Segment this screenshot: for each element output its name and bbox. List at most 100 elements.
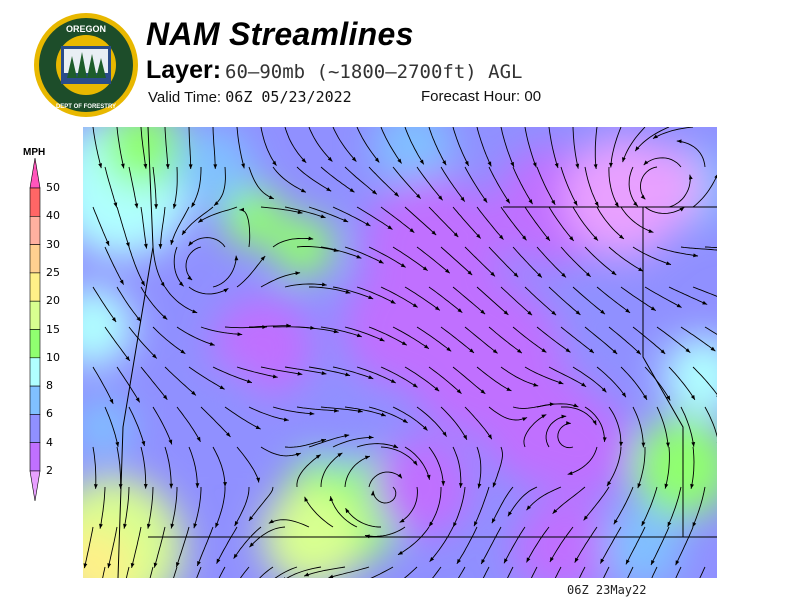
streamline-arrow: [397, 158, 402, 164]
streamline-arrow: [600, 309, 606, 315]
streamline-arrow: [541, 414, 547, 419]
streamline: [248, 325, 291, 328]
streamline: [332, 437, 374, 448]
streamline: [452, 286, 486, 315]
streamline-arrow: [191, 202, 196, 208]
streamline-arrow: [321, 371, 327, 375]
streamline: [330, 496, 358, 528]
streamline: [104, 166, 118, 208]
streamline-arrow: [162, 315, 168, 320]
streamline: [344, 455, 371, 488]
streamline: [196, 566, 202, 578]
streamline-arrow: [120, 163, 125, 169]
streamline: [149, 566, 154, 578]
streamline: [344, 166, 378, 195]
streamline: [578, 566, 586, 578]
streamline-arrow: [442, 431, 447, 437]
svg-text:DEPT OF FORESTRY: DEPT OF FORESTRY: [56, 104, 116, 110]
streamline-arrow: [401, 341, 407, 346]
streamline-arrow: [619, 234, 624, 239]
streamline: [370, 566, 394, 578]
streamline-arrow: [522, 235, 527, 241]
streamline: [620, 366, 648, 401]
streamline-arrow: [566, 421, 571, 426]
streamline: [656, 406, 669, 448]
streamline: [608, 326, 642, 355]
streamline: [308, 434, 350, 448]
legend-swatch: [29, 300, 41, 330]
streamline-arrow: [390, 299, 396, 304]
streamline-arrow: [141, 441, 146, 446]
streamline-arrow: [660, 349, 666, 354]
streamline: [622, 127, 646, 163]
streamline: [224, 326, 268, 329]
streamline: [380, 366, 418, 388]
streamline: [452, 366, 486, 395]
streamline-arrow: [365, 221, 371, 226]
streamline-arrow: [541, 348, 547, 353]
streamline: [675, 526, 694, 566]
streamline: [606, 446, 622, 487]
legend-arrow-bottom: [29, 470, 41, 502]
streamline: [152, 406, 173, 445]
streamline: [191, 167, 202, 208]
streamline: [104, 326, 131, 362]
streamline-arrow: [456, 558, 461, 564]
streamline-arrow: [143, 163, 148, 169]
streamline: [92, 446, 97, 489]
streamline-arrow: [457, 308, 463, 313]
streamline: [664, 446, 670, 489]
streamline: [637, 447, 646, 489]
streamline-arrow: [434, 386, 440, 392]
streamline: [268, 519, 310, 528]
streamline-arrow: [364, 455, 370, 460]
streamline-arrow: [526, 557, 531, 563]
streamline: [380, 127, 402, 164]
streamline: [92, 127, 102, 169]
streamline: [107, 526, 118, 569]
forecast-hour: Forecast Hour: 00: [421, 88, 541, 105]
streamline: [344, 246, 384, 264]
streamline: [344, 406, 387, 417]
streamline: [116, 446, 122, 489]
streamline-arrow: [368, 435, 374, 440]
streamline-arrow: [492, 482, 497, 488]
streamline-arrow: [216, 558, 221, 564]
streamline-arrow: [613, 519, 618, 525]
layer-value: 60–90mb (~1800–2700ft) AGL: [225, 61, 523, 83]
streamline: [175, 526, 190, 568]
streamline-arrow: [351, 156, 357, 162]
streamline-arrow: [561, 272, 566, 278]
streamline-arrow: [123, 523, 127, 529]
legend-swatch: [29, 272, 41, 302]
streamline: [176, 406, 201, 443]
streamline: [296, 454, 322, 488]
streamline-arrow: [505, 198, 510, 204]
streamline-arrow: [476, 233, 481, 239]
streamline: [104, 246, 124, 285]
streamline-arrow: [304, 496, 309, 502]
streamline-arrow: [482, 197, 488, 203]
streamline: [488, 326, 523, 354]
streamline-arrow: [517, 348, 522, 354]
streamline-arrow: [463, 434, 467, 440]
streamline-arrow: [551, 310, 557, 316]
color-legend: [29, 158, 41, 502]
streamline-arrow: [419, 159, 424, 165]
streamline: [416, 326, 452, 352]
streamline-arrow: [130, 562, 135, 568]
streamline-arrow: [651, 559, 655, 565]
streamline-arrow: [170, 239, 175, 245]
streamline: [212, 127, 216, 169]
streamline: [608, 406, 622, 447]
streamline-arrow: [295, 271, 301, 276]
streamline-arrow: [412, 303, 418, 308]
streamline: [152, 326, 186, 355]
streamline: [507, 566, 514, 578]
streamline: [548, 127, 559, 169]
streamline: [524, 366, 564, 385]
streamline: [164, 366, 197, 396]
streamline: [212, 255, 237, 288]
streamline-arrow: [641, 442, 646, 448]
streamline-arrow: [169, 483, 174, 489]
